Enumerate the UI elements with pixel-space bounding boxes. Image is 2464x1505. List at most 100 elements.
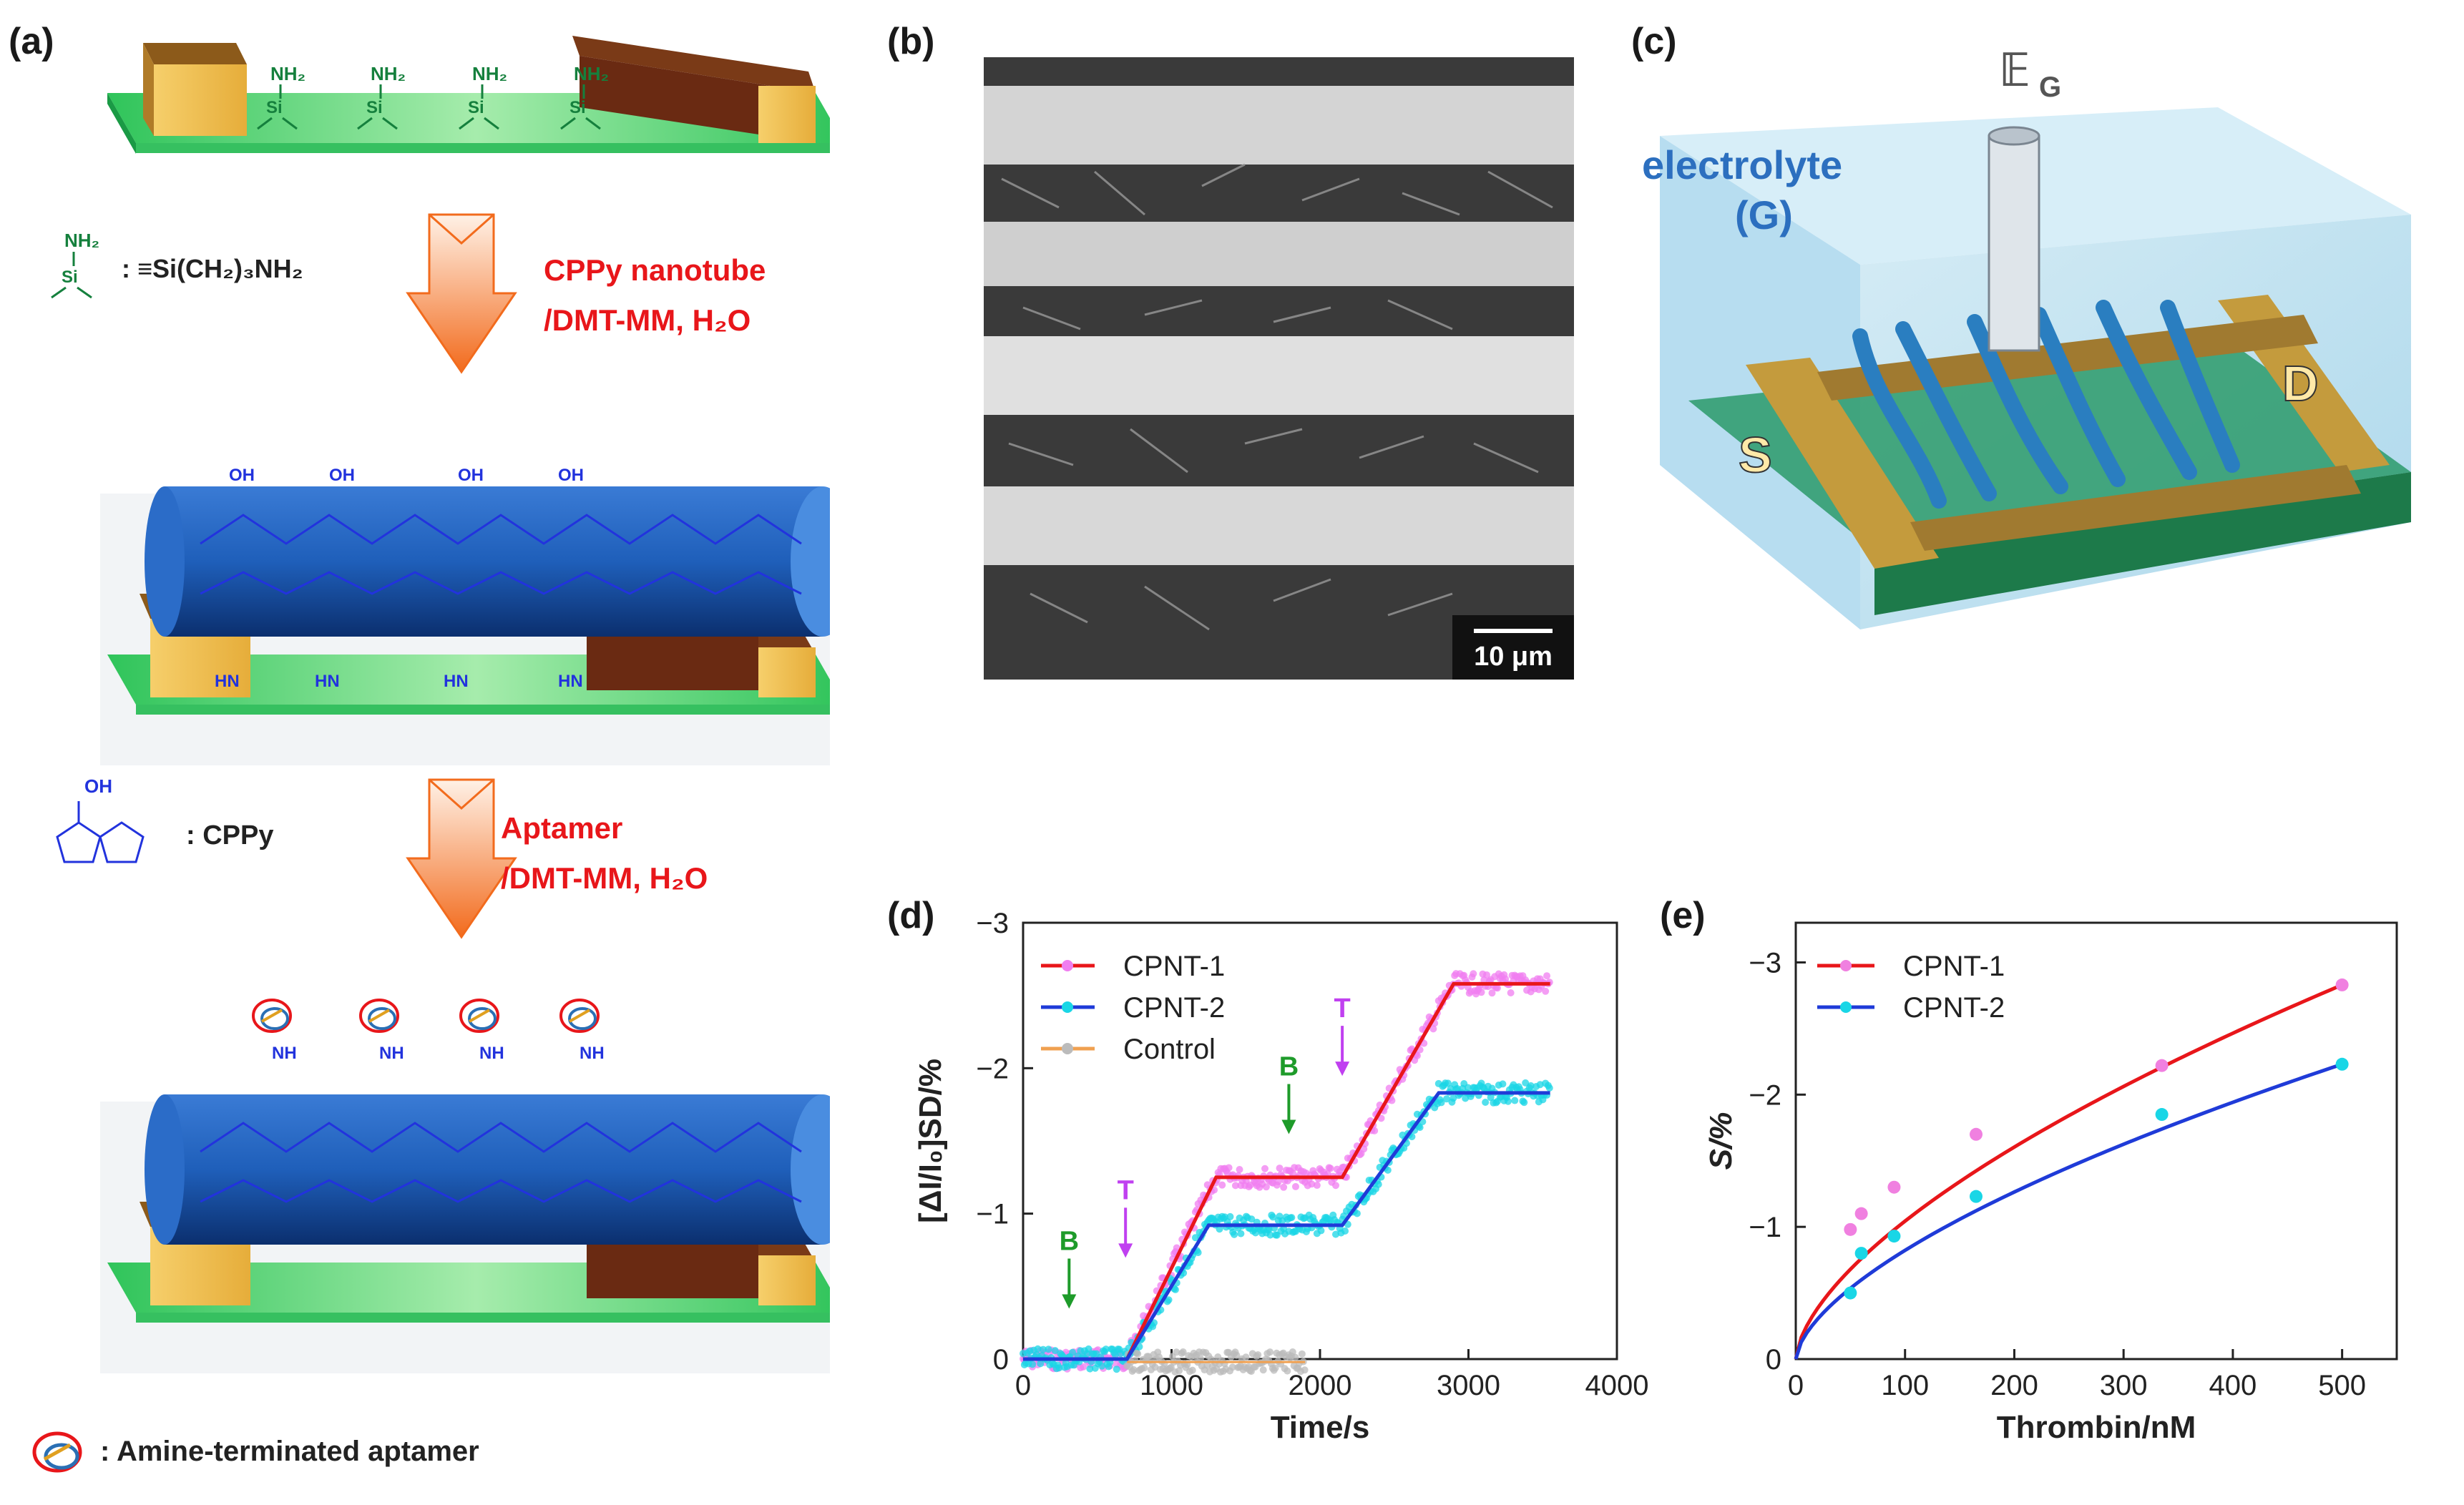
data-point xyxy=(1384,1166,1392,1174)
svg-text:: Amine-terminated aptamer: : Amine-terminated aptamer xyxy=(100,1436,479,1467)
plot-frame-e xyxy=(1794,921,2398,1361)
data-point-cpnt-1 xyxy=(1887,1180,1901,1194)
data-point xyxy=(1507,989,1515,997)
data-point xyxy=(1269,1213,1277,1221)
x-tick-label-e: 0 xyxy=(1788,1370,1804,1401)
data-point xyxy=(1284,1367,1291,1375)
x-tick-label-e: 100 xyxy=(1881,1370,1929,1401)
fit-curve-cpnt-1 xyxy=(1794,983,2343,1360)
data-point xyxy=(1034,1345,1042,1353)
data-point xyxy=(1259,1366,1267,1374)
annotation-t: T xyxy=(1334,994,1351,1024)
data-point xyxy=(1487,1094,1495,1102)
annotation-arrowhead xyxy=(1281,1119,1296,1134)
data-point xyxy=(1317,1227,1325,1235)
x-tick-label-e: 500 xyxy=(2318,1370,2366,1401)
annotation-arrowhead xyxy=(1062,1294,1077,1309)
svg-text:Si: Si xyxy=(569,98,586,117)
nh-labels-stage-3: NH NH NH NH xyxy=(272,1044,605,1063)
data-point xyxy=(1069,1348,1077,1356)
x-tick-label-e: 200 xyxy=(1990,1370,2038,1401)
svg-text:OH: OH xyxy=(84,775,112,797)
data-point xyxy=(1280,1183,1288,1191)
svg-text:/DMT-MM, H₂O: /DMT-MM, H₂O xyxy=(501,861,708,895)
substrate-stage-2: OH OH OH OH HN HN HN HN xyxy=(100,466,830,765)
y-tick-label-e: −2 xyxy=(1749,1079,1781,1111)
data-point xyxy=(1429,1025,1437,1033)
svg-text:OH: OH xyxy=(229,466,255,485)
legend-label: CPNT-1 xyxy=(1123,951,1225,982)
data-point xyxy=(1216,1225,1223,1233)
data-point xyxy=(1171,1285,1179,1293)
electrolyte-label-line1: electrolyte xyxy=(1642,142,1842,187)
data-point xyxy=(1449,1094,1457,1102)
svg-text:Si: Si xyxy=(266,98,283,117)
data-point xyxy=(1442,1095,1450,1103)
y-axis-title-d: [ΔI/I₀]SD/% xyxy=(913,1059,948,1223)
panel-c: (c) S D xyxy=(1603,0,2461,715)
data-point xyxy=(1504,1097,1512,1105)
data-point xyxy=(1237,1230,1245,1237)
data-point xyxy=(1313,1182,1321,1190)
data-point xyxy=(1179,1348,1187,1356)
data-point xyxy=(1254,1351,1262,1359)
chart-e: 0 100 200 300 400 500 0 −1 −2 −3 Thrombin/nM S/% CPN… xyxy=(1703,921,2398,1445)
svg-text:OH: OH xyxy=(458,466,484,485)
fit-curve-cpnt-2 xyxy=(1794,1062,2343,1360)
data-point xyxy=(1231,1230,1238,1238)
data-point xyxy=(1165,1296,1173,1304)
data-point xyxy=(1353,1210,1361,1217)
y-axis-title-e: S/% xyxy=(1703,1112,1739,1170)
data-point xyxy=(1261,1165,1269,1172)
data-point xyxy=(1266,1231,1274,1239)
data-point xyxy=(1226,1212,1234,1220)
data-point xyxy=(1037,1360,1045,1368)
data-point xyxy=(1326,1165,1334,1172)
nanotube xyxy=(145,486,830,637)
data-point xyxy=(1298,1350,1306,1358)
legend-marker xyxy=(1840,960,1852,971)
svg-text:Si: Si xyxy=(62,268,78,287)
svg-text:NH₂: NH₂ xyxy=(371,63,406,84)
data-point xyxy=(1470,970,1477,978)
data-point xyxy=(1291,1182,1299,1190)
data-point xyxy=(1225,1164,1233,1172)
data-point xyxy=(1045,1345,1052,1353)
data-point-cpnt-1 xyxy=(1854,1207,1868,1220)
data-point xyxy=(1413,1051,1421,1059)
svg-text:HN: HN xyxy=(315,672,340,691)
data-point xyxy=(1341,1227,1349,1235)
silane-groups-stage-1: NH₂ Si NH₂ Si NH₂ Si NH₂ Si xyxy=(257,63,609,130)
data-point-cpnt-1 xyxy=(2335,978,2349,991)
svg-text:HN: HN xyxy=(558,672,583,691)
pyrrole-chain-stage-3 xyxy=(200,1122,802,1203)
data-point xyxy=(1477,989,1485,996)
data-point xyxy=(1388,1097,1396,1104)
data-point xyxy=(1522,1079,1530,1087)
panel-a-label: (a) xyxy=(9,21,54,62)
legend-label: CPNT-2 xyxy=(1903,992,2005,1024)
data-point xyxy=(1102,1345,1110,1353)
annotation-b: B xyxy=(1279,1052,1299,1082)
data-point xyxy=(1545,1084,1553,1092)
electrolyte-label-line2: (G) xyxy=(1735,192,1793,237)
panel-c-label: (c) xyxy=(1631,21,1677,62)
svg-text:Si: Si xyxy=(366,98,383,117)
data-point-cpnt-1 xyxy=(2155,1059,2169,1072)
carboxyl-labels-stage-2: OH OH OH OH HN HN HN HN xyxy=(215,466,584,691)
annotation-b: B xyxy=(1060,1227,1079,1257)
data-point xyxy=(1228,1363,1236,1371)
data-point xyxy=(1080,1363,1087,1371)
data-point xyxy=(1543,972,1551,980)
annotation-t: T xyxy=(1118,1175,1134,1205)
data-point xyxy=(1488,989,1496,997)
aptamers-stage-3 xyxy=(252,999,600,1033)
data-point xyxy=(1464,1084,1472,1092)
svg-text:NH₂: NH₂ xyxy=(574,63,609,84)
data-point xyxy=(1291,1353,1299,1361)
y-tick-label-e: −3 xyxy=(1749,947,1781,979)
data-point xyxy=(1542,987,1550,995)
legend-marker xyxy=(1840,1001,1852,1013)
series-noise-cpnt-1 xyxy=(1020,970,1553,1373)
data-point xyxy=(1131,1357,1139,1365)
